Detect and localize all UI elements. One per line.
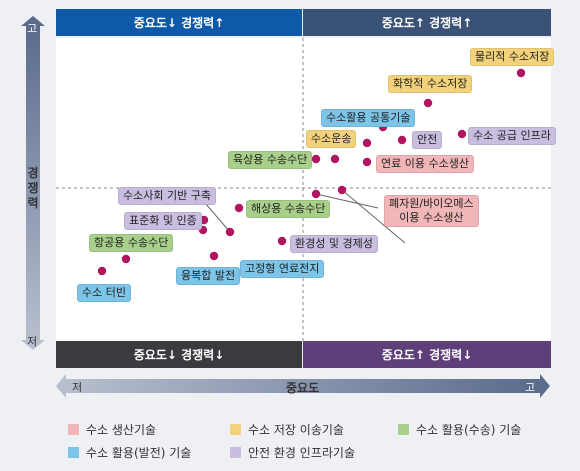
data-point bbox=[337, 185, 347, 195]
data-points bbox=[97, 68, 526, 276]
point-label: 수소 터빈 bbox=[77, 284, 131, 302]
data-point bbox=[311, 154, 321, 164]
x-axis-title: 중요도 bbox=[286, 381, 320, 395]
point-label: 표준화 및 인증 bbox=[124, 212, 202, 230]
legend-label: 수소 활용(수송) 기술 bbox=[416, 423, 522, 437]
data-point bbox=[362, 157, 372, 167]
legend-item-use-transport: 수소 활용(수송) 기술 bbox=[398, 421, 521, 438]
x-axis-arrow-left bbox=[56, 374, 66, 398]
point-label: 육상용 수송수단 bbox=[228, 151, 313, 169]
data-point bbox=[423, 98, 433, 108]
y-axis-high-label: 고 bbox=[27, 22, 38, 35]
legend-swatch bbox=[68, 424, 79, 435]
point-label: 화학적 수소저장 bbox=[388, 75, 473, 93]
quadrant-header-top-left: 중요도↓ 경쟁력↑ bbox=[56, 9, 302, 36]
label-connector-line bbox=[315, 193, 379, 209]
point-label: 환경성 및 경제성 bbox=[290, 235, 378, 253]
legend-item-use-power: 수소 활용(발전) 기술 bbox=[68, 444, 191, 461]
data-point bbox=[209, 251, 219, 261]
data-point bbox=[330, 154, 340, 164]
point-label: 융복합 발전 bbox=[176, 267, 241, 285]
quadrant-header-top-right: 중요도↑ 경쟁력↑ bbox=[303, 9, 551, 36]
legend-label: 수소 활용(발전) 기술 bbox=[86, 446, 192, 460]
point-label: 항공용 수송수단 bbox=[89, 234, 174, 252]
data-point bbox=[362, 138, 372, 148]
data-point bbox=[97, 266, 107, 276]
legend-swatch bbox=[230, 447, 241, 458]
legend-label: 안전 환경 인프라기술 bbox=[248, 446, 355, 460]
data-point bbox=[121, 254, 131, 264]
point-label: 수소활용 공통기술 bbox=[321, 109, 416, 127]
legend-label: 수소 저장 이송기술 bbox=[248, 423, 344, 437]
y-axis-title: 경쟁력 bbox=[27, 166, 39, 210]
point-label: 수소 공급 인프라 bbox=[468, 127, 556, 145]
quadrant-header-bottom-right: 중요도↑ 경쟁력↓ bbox=[303, 341, 551, 368]
legend-item-production: 수소 생산기술 bbox=[68, 421, 156, 438]
y-axis-arrow-up bbox=[21, 16, 45, 26]
legend-label: 수소 생산기술 bbox=[86, 423, 157, 437]
point-label: 해상용 수송수단 bbox=[246, 200, 331, 218]
legend-swatch bbox=[398, 424, 409, 435]
quadrant-header-bottom-left: 중요도↓ 경쟁력↓ bbox=[56, 341, 302, 368]
point-label: 안전 bbox=[412, 131, 443, 149]
legend-item-safety: 안전 환경 인프라기술 bbox=[230, 444, 355, 461]
data-point bbox=[457, 129, 467, 139]
legend-swatch bbox=[230, 424, 241, 435]
point-label: 물리적 수소저장 bbox=[470, 48, 555, 66]
data-point bbox=[277, 236, 287, 246]
x-axis-high-label: 고 bbox=[525, 381, 536, 394]
data-point bbox=[311, 189, 321, 199]
data-point bbox=[225, 227, 235, 237]
y-axis-arrow-down bbox=[21, 340, 45, 350]
y-axis-bar bbox=[26, 26, 40, 340]
label-connector-line bbox=[341, 189, 406, 244]
data-point bbox=[234, 203, 244, 213]
point-label: 수소사회 기반 구축 bbox=[118, 187, 216, 205]
data-point bbox=[199, 215, 209, 225]
data-point bbox=[516, 68, 526, 78]
x-axis-low-label: 저 bbox=[72, 381, 83, 394]
x-axis-bar bbox=[66, 379, 540, 393]
point-label: 연료 이용 수소생산 bbox=[376, 155, 474, 173]
point-label: 고정형 연료전지 bbox=[240, 260, 325, 278]
legend-item-storage: 수소 저장 이송기술 bbox=[230, 421, 344, 438]
point-label: 폐자원/바이오메스 이용 수소생산 bbox=[384, 195, 479, 227]
x-axis-arrow-right bbox=[540, 374, 550, 398]
data-point bbox=[397, 135, 407, 145]
legend-swatch bbox=[68, 447, 79, 458]
y-axis-low-label: 저 bbox=[27, 335, 38, 348]
point-label: 수소운송 bbox=[306, 130, 357, 148]
